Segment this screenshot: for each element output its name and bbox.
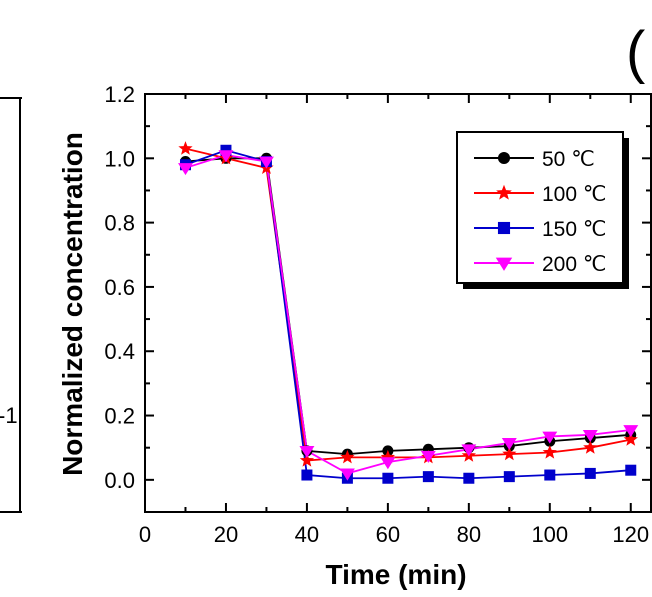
y-tick-labels: 0.0 0.2 0.4 0.6 0.8 1.0 1.2 (104, 82, 135, 493)
legend-marker (497, 221, 511, 235)
data-point (463, 472, 475, 484)
data-point (583, 440, 598, 454)
series-markers-3 (178, 150, 639, 481)
x-tick-label: 20 (214, 522, 238, 547)
x-tick-label: 0 (139, 522, 151, 547)
legend-label: 100 ℃ (542, 183, 606, 206)
plot-frame (144, 93, 652, 513)
axis-ticks (144, 93, 651, 513)
data-point (258, 156, 274, 169)
y-axis-title: Normalized concentration (57, 132, 88, 476)
data-point (544, 469, 556, 481)
x-tick-label: 100 (531, 522, 568, 547)
data-point (299, 446, 315, 459)
series-line-1 (185, 147, 631, 462)
series-line-3 (185, 154, 631, 475)
data-point (501, 437, 517, 451)
left-panel-fragment-text: -1 (0, 403, 18, 428)
data-point (461, 444, 477, 457)
data-point (380, 457, 396, 470)
x-tick-label: 120 (612, 522, 649, 547)
y-tick-label: 0.6 (104, 275, 135, 300)
data-point (542, 445, 557, 459)
data-point (623, 432, 638, 446)
x-tick-label: 60 (376, 522, 400, 547)
x-axis-title: Time (min) (325, 559, 466, 590)
data-point (178, 141, 193, 155)
data-point (422, 471, 434, 483)
data-point (218, 150, 234, 163)
legend-item: 150 ℃ (474, 218, 606, 241)
data-point (420, 450, 436, 463)
legend-item: 200 ℃ (474, 253, 606, 276)
y-tick-label: 0.0 (104, 468, 135, 493)
data-point (299, 453, 315, 467)
legend-marker (495, 257, 513, 271)
y-tick-label: 1.0 (104, 146, 135, 171)
legend-item: 50 ℃ (474, 148, 595, 171)
data-point (382, 472, 394, 484)
legend-item: 100 ℃ (474, 183, 606, 206)
legend-label: 200 ℃ (542, 253, 606, 276)
data-point (503, 471, 515, 483)
y-tick-label: 1.2 (104, 82, 135, 107)
y-tick-label: 0.4 (104, 339, 135, 364)
x-tick-labels: 0 20 40 60 80 100 120 (139, 522, 649, 547)
x-tick-label: 40 (295, 522, 319, 547)
legend-marker (496, 184, 512, 200)
series-markers (178, 141, 639, 484)
y-tick-label: 0.2 (104, 404, 135, 429)
series-lines (185, 147, 631, 480)
data-point (625, 464, 637, 476)
data-point (623, 425, 639, 438)
data-point (339, 468, 355, 481)
panel-letter: ( (626, 20, 645, 85)
data-point (582, 429, 598, 442)
legend-label: 150 ℃ (542, 218, 606, 241)
legend: 50 ℃ 100 ℃ 150 ℃ 200 ℃ (456, 131, 629, 289)
data-point (301, 469, 313, 481)
data-point (380, 449, 396, 464)
data-point (584, 467, 596, 479)
x-tick-label: 80 (457, 522, 481, 547)
data-point (542, 431, 558, 444)
y-tick-label: 0.8 (104, 211, 135, 236)
data-point (340, 449, 355, 464)
legend-label: 50 ℃ (542, 148, 595, 171)
series-line-0 (185, 157, 631, 456)
data-point (178, 163, 193, 176)
legend-marker (497, 151, 511, 165)
data-point (502, 446, 517, 461)
